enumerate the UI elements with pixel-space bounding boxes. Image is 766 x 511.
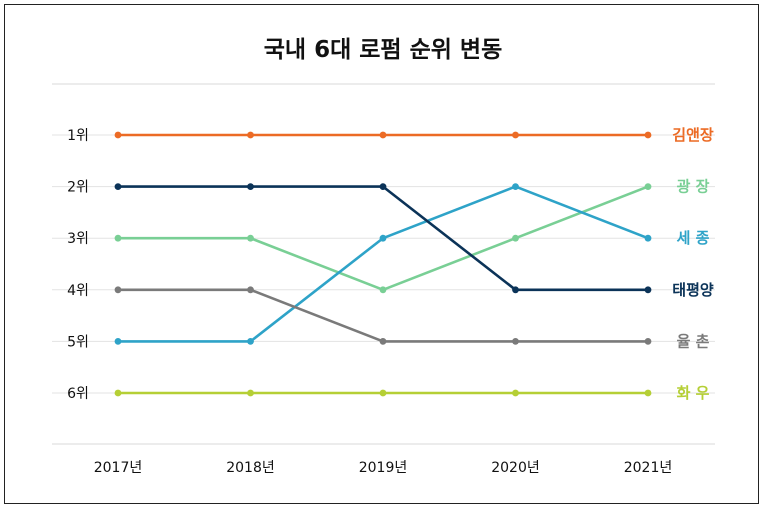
data-point: [644, 338, 652, 345]
data-point: [247, 131, 254, 139]
data-point: [379, 286, 387, 294]
data-point: [644, 131, 652, 139]
data-point: [247, 286, 254, 294]
series-label: 광 장: [677, 178, 710, 196]
data-point: [114, 131, 122, 139]
data-point: [512, 234, 519, 242]
series-line: [118, 185, 649, 343]
data-point: [512, 286, 519, 294]
x-tick-label: 2017년: [94, 460, 143, 476]
data-point: [114, 234, 122, 242]
series-label: 세 종: [677, 229, 710, 247]
x-tick-label: 2018년: [226, 460, 275, 476]
data-point: [379, 338, 387, 345]
data-point: [247, 338, 254, 345]
chart-title: 국내 6대 로펌 순위 변동: [263, 37, 503, 63]
data-point: [644, 234, 652, 242]
data-point: [512, 183, 519, 191]
data-point: [114, 286, 122, 294]
data-point: [379, 131, 387, 139]
series-group: [114, 131, 652, 397]
y-tick-label: 3위: [67, 231, 89, 247]
x-axis-ticks: 2017년 2018년 2019년 2020년 2021년: [94, 460, 673, 476]
series-label: 율 촌: [677, 332, 710, 350]
series-line: [118, 288, 648, 343]
x-tick-label: 2021년: [624, 460, 673, 476]
x-tick-label: 2019년: [359, 460, 408, 476]
chart-frame: [4, 4, 759, 504]
data-point: [512, 338, 519, 345]
data-point: [644, 389, 652, 397]
y-axis-ticks: 1위 2위 3위 4위 5위 6위: [67, 128, 89, 402]
y-tick-label: 6위: [67, 386, 89, 402]
series-label: 화 우: [677, 384, 710, 402]
series-label: 태평양: [672, 281, 714, 299]
data-point: [379, 389, 387, 397]
data-point: [247, 183, 254, 191]
y-tick-label: 4위: [67, 283, 89, 299]
y-tick-label: 2위: [67, 180, 89, 196]
data-point: [644, 286, 652, 294]
data-point: [379, 183, 387, 191]
data-point: [512, 389, 519, 397]
data-point: [114, 338, 122, 345]
data-point: [247, 389, 254, 397]
data-point: [644, 183, 652, 191]
y-tick-label: 1위: [67, 128, 89, 144]
series-label: 김앤장: [672, 126, 714, 144]
y-tick-label: 5위: [67, 334, 89, 350]
data-point: [512, 131, 519, 139]
data-point: [114, 183, 122, 191]
data-point: [114, 389, 122, 397]
data-point: [379, 234, 387, 242]
data-point: [247, 234, 254, 242]
x-tick-label: 2020년: [491, 460, 540, 476]
